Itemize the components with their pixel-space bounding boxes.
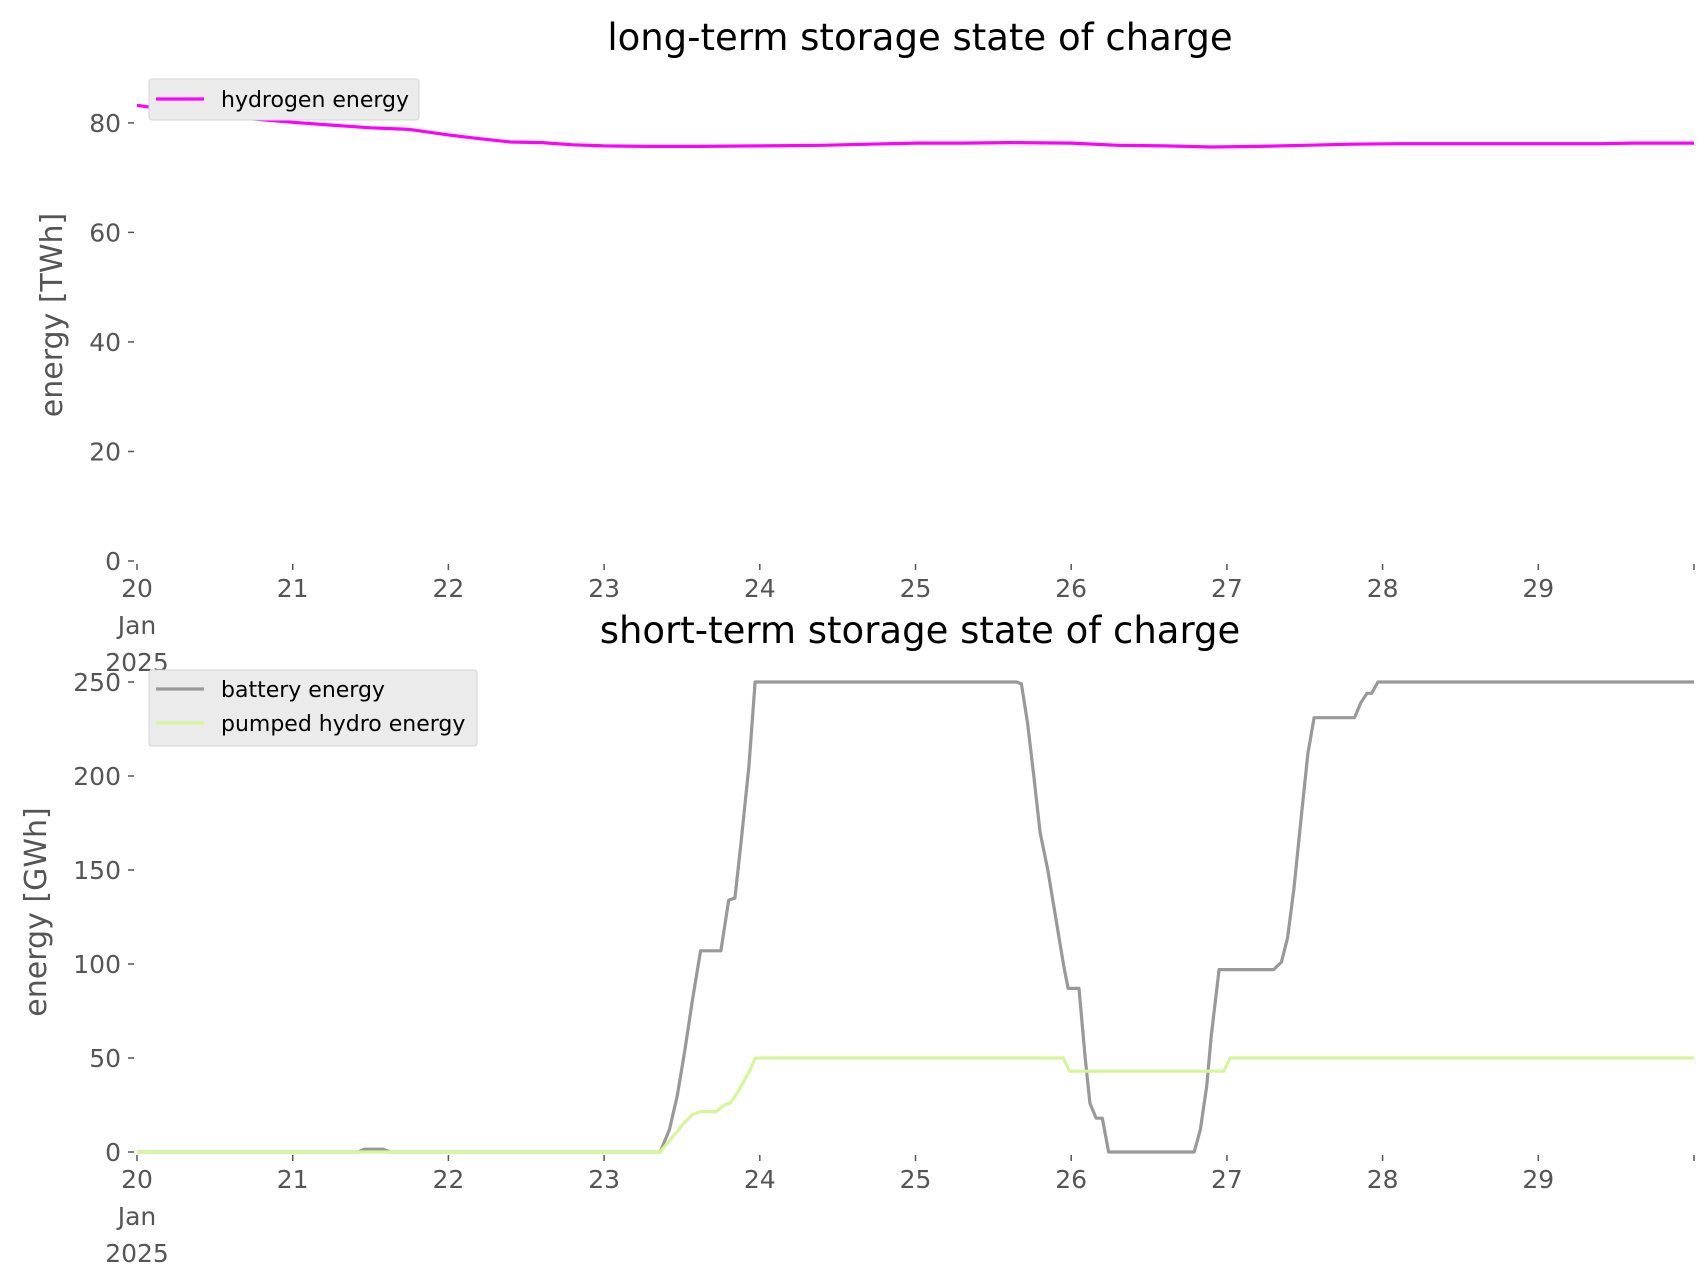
top-chart-xtick-label: 24 bbox=[744, 574, 776, 603]
bottom-chart-xtick-label: 20 bbox=[121, 1165, 153, 1194]
top-chart-xtick-label: 22 bbox=[432, 574, 464, 603]
bottom-chart-xtick-label: 27 bbox=[1211, 1165, 1243, 1194]
top-chart-ytick-label: 60 bbox=[89, 218, 121, 247]
bottom-chart-xtick-label: 25 bbox=[900, 1165, 932, 1194]
top-chart-ytick-label: 0 bbox=[105, 547, 121, 576]
top-chart-xtick-label: 23 bbox=[588, 574, 620, 603]
bottom-chart: short-term storage state of charge energ… bbox=[19, 609, 1695, 1268]
bottom-chart-xtick-label: 29 bbox=[1522, 1165, 1554, 1194]
bottom-chart-xtick-label: 26 bbox=[1055, 1165, 1087, 1194]
bottom-chart-legend-box bbox=[148, 669, 478, 747]
top-chart-series-line-0 bbox=[136, 103, 1694, 149]
top-chart-ytick-label: 40 bbox=[89, 328, 121, 357]
bottom-chart-series-line-0 bbox=[137, 680, 1694, 1154]
bottom-chart-ytick-label: 50 bbox=[89, 1044, 121, 1073]
bottom-chart-legend: battery energy pumped hydro energy bbox=[148, 669, 478, 747]
bottom-chart-xtick-label: 21 bbox=[277, 1165, 309, 1194]
bottom-chart-ytick-label: 250 bbox=[73, 668, 121, 697]
bottom-chart-ytick-label: 150 bbox=[73, 856, 121, 885]
top-chart-xtick-label: 20 bbox=[121, 574, 153, 603]
bottom-chart-xtick-label: 28 bbox=[1367, 1165, 1399, 1194]
top-chart-ytick-label: 20 bbox=[89, 437, 121, 466]
top-chart-xtick-label: 28 bbox=[1367, 574, 1399, 603]
bottom-chart-x-axis: 20 Jan 2025 21 22 23 24 25 26 27 28 29 bbox=[105, 1155, 1695, 1268]
top-chart-ytick-label: 80 bbox=[89, 109, 121, 138]
bottom-chart-xtick-month: Jan bbox=[116, 1202, 157, 1231]
bottom-chart-title: short-term storage state of charge bbox=[600, 609, 1241, 652]
bottom-chart-series bbox=[137, 680, 1694, 1154]
bottom-chart-series-line-1 bbox=[137, 1056, 1694, 1154]
top-chart-xtick-label: 21 bbox=[277, 574, 309, 603]
bottom-chart-ytick-label: 0 bbox=[105, 1138, 121, 1167]
bottom-chart-ylabel: energy [GWh] bbox=[19, 807, 54, 1016]
bottom-chart-xtick-label: 23 bbox=[588, 1165, 620, 1194]
top-chart-legend: hydrogen energy bbox=[148, 78, 420, 121]
top-chart-xtick-label: 29 bbox=[1522, 574, 1554, 603]
top-chart-legend-label-0: hydrogen energy bbox=[221, 88, 409, 113]
bottom-chart-legend-label-1: pumped hydro energy bbox=[221, 712, 465, 737]
bottom-chart-ytick-label: 100 bbox=[73, 950, 121, 979]
top-chart-xtick-month: Jan bbox=[116, 611, 157, 640]
top-chart-series bbox=[136, 103, 1694, 149]
top-chart-xtick-label: 27 bbox=[1211, 574, 1243, 603]
top-chart-title: long-term storage state of charge bbox=[607, 16, 1232, 59]
bottom-chart-xtick-label: 22 bbox=[432, 1165, 464, 1194]
bottom-chart-legend-label-0: battery energy bbox=[221, 678, 385, 703]
top-chart-legend-box bbox=[148, 78, 420, 121]
bottom-chart-y-axis: 0 50 100 150 200 250 bbox=[73, 668, 134, 1167]
top-chart-xtick-label: 26 bbox=[1055, 574, 1087, 603]
top-chart-ylabel: energy [TWh] bbox=[35, 213, 70, 417]
bottom-chart-xtick-year: 2025 bbox=[105, 1239, 169, 1268]
bottom-chart-ytick-label: 200 bbox=[73, 762, 121, 791]
top-chart-y-axis: 0 20 40 60 80 bbox=[89, 109, 134, 576]
bottom-chart-xtick-label: 24 bbox=[744, 1165, 776, 1194]
top-chart-xtick-label: 25 bbox=[900, 574, 932, 603]
top-chart: long-term storage state of charge energy… bbox=[35, 16, 1695, 677]
